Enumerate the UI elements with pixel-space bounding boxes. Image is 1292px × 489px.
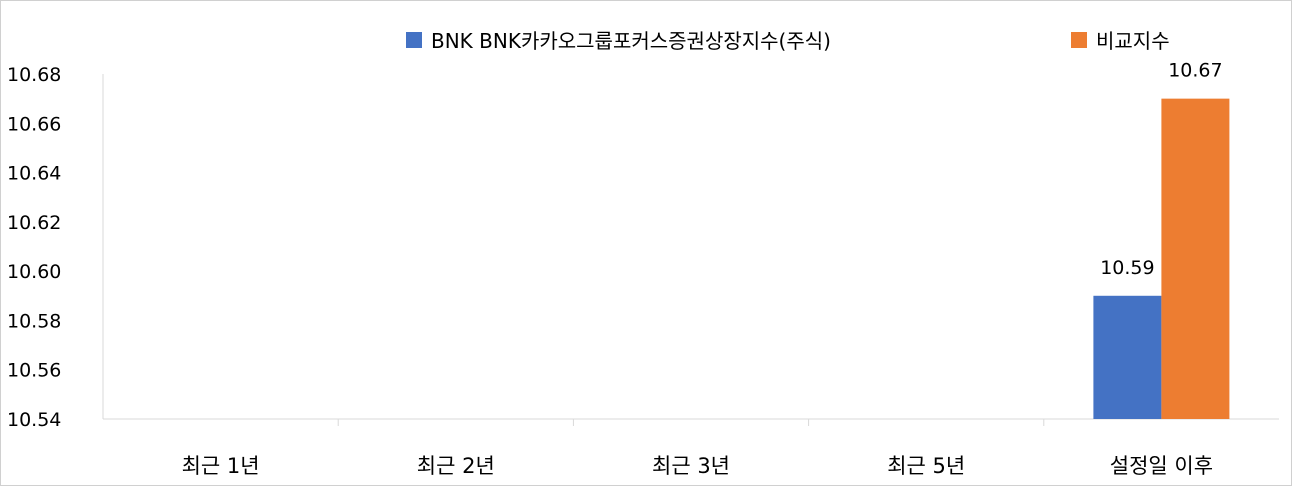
x-category-label: 최근 5년 xyxy=(887,454,965,478)
y-tick-label: 10.62 xyxy=(7,212,61,234)
data-labels: 10.59 10.67 xyxy=(1100,60,1222,279)
y-tick-label: 10.68 xyxy=(7,64,61,86)
x-category-label: 최근 1년 xyxy=(182,454,260,478)
y-tick-label: 10.56 xyxy=(7,360,61,382)
legend-label: BNK BNK카카오그룹포커스증권상장지수(주식) xyxy=(431,29,831,53)
x-category-label: 최근 2년 xyxy=(417,454,495,478)
y-ticks: 10.54 10.56 10.58 10.60 10.62 10.64 10.66 10.68 xyxy=(7,64,61,431)
bars xyxy=(1093,98,1230,420)
legend-label: 비교지수 xyxy=(1096,29,1170,53)
axes xyxy=(102,74,1279,420)
x-ticks: 최근 1년 최근 2년 최근 3년 최근 5년 설정일 이후 xyxy=(182,419,1213,478)
y-tick-label: 10.60 xyxy=(7,261,61,283)
data-label: 10.59 xyxy=(1100,257,1154,279)
x-category-label: 최근 3년 xyxy=(652,454,730,478)
y-tick-label: 10.54 xyxy=(7,409,61,431)
legend-swatch xyxy=(406,32,422,48)
bar-fund xyxy=(1093,295,1162,419)
bar-benchmark xyxy=(1161,98,1230,420)
y-tick-label: 10.64 xyxy=(7,163,61,185)
x-category-label: 설정일 이후 xyxy=(1110,454,1213,478)
legend-swatch xyxy=(1071,32,1087,48)
legend: BNK BNK카카오그룹포커스증권상장지수(주식) 비교지수 xyxy=(406,29,1170,53)
data-label: 10.67 xyxy=(1168,60,1222,82)
y-tick-label: 10.58 xyxy=(7,310,61,332)
y-tick-label: 10.66 xyxy=(7,113,61,135)
